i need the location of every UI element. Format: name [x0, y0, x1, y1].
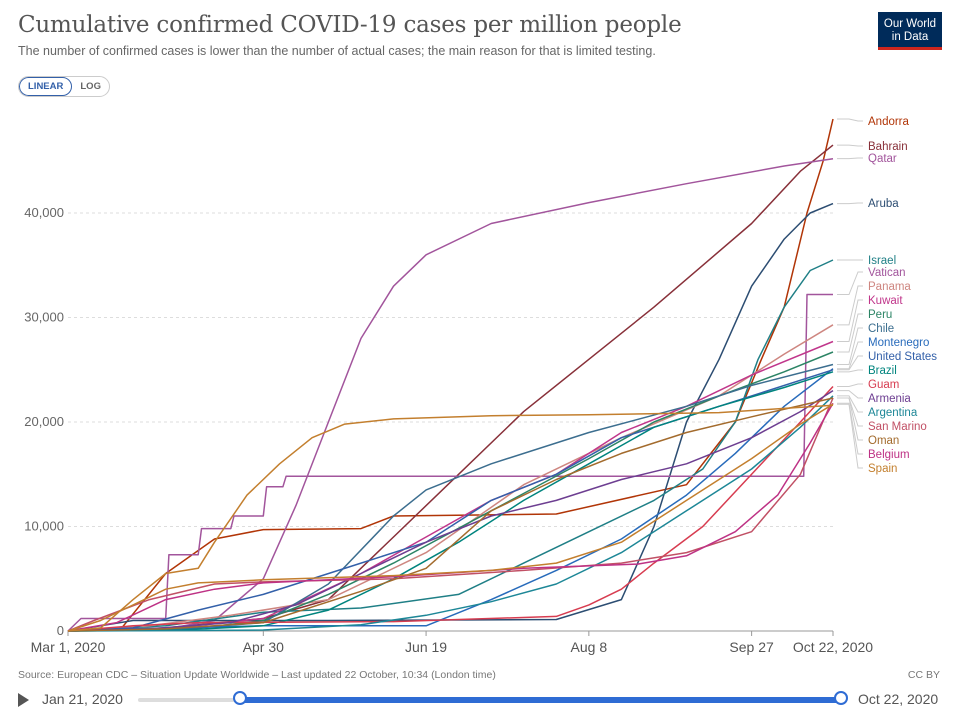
y-axis-ticks: 0 10,000 20,000 30,000 40,000 [24, 205, 64, 638]
logo-line-1: Our World [883, 18, 937, 30]
label-connector [837, 397, 863, 441]
linear-scale-button[interactable]: LINEAR [19, 77, 73, 96]
y-tick-label: 30,000 [24, 310, 64, 325]
timeline-end-label: Oct 22, 2020 [858, 691, 939, 707]
license-link[interactable]: CC BY [907, 669, 940, 681]
series-line-vatican[interactable] [67, 293, 833, 632]
series-line-kuwait[interactable] [67, 340, 834, 632]
series-label[interactable]: Belgium [868, 449, 910, 461]
scale-toggle: LINEAR LOG [18, 76, 110, 97]
label-connector [837, 402, 863, 455]
x-axis-ticks: Mar 1, 2020 Apr 30 Jun 19 Aug 8 Sep 27 Oct 22… [31, 631, 873, 655]
series-line-luxembourg[interactable] [67, 404, 834, 632]
series-line-bahrain[interactable] [67, 144, 834, 632]
y-tick-label: 0 [57, 623, 64, 638]
label-connector [837, 383, 863, 387]
label-connector [837, 271, 863, 296]
timeline-end-handle[interactable] [834, 691, 848, 705]
label-connector [837, 355, 863, 371]
series-label[interactable]: Spain [868, 463, 897, 475]
label-connector [837, 403, 863, 469]
x-tick-label: Mar 1, 2020 [31, 639, 106, 655]
series-label[interactable]: San Marino [868, 421, 927, 433]
label-connector [837, 118, 863, 122]
series-label[interactable]: Andorra [868, 116, 910, 128]
series-label[interactable]: Peru [868, 309, 892, 321]
series-label[interactable]: Guam [868, 379, 899, 391]
series-label[interactable]: Brazil [868, 365, 897, 377]
series-line-belgium[interactable] [67, 402, 834, 632]
x-tick-label: Oct 22, 2020 [793, 639, 873, 655]
series-label[interactable]: Israel [868, 255, 896, 267]
series-label[interactable]: Panama [868, 281, 911, 293]
series-line-armenia[interactable] [67, 389, 834, 632]
x-tick-label: Jun 19 [405, 639, 447, 655]
source-note: Source: European CDC – Situation Update … [18, 669, 496, 681]
series-line-aruba[interactable] [67, 202, 834, 632]
series-line-spain[interactable] [67, 403, 834, 632]
series-label[interactable]: Montenegro [868, 337, 929, 349]
x-tick-label: Apr 30 [243, 639, 284, 655]
series-label[interactable]: Bahrain [868, 141, 908, 153]
timeline-start-handle[interactable] [233, 691, 247, 705]
y-tick-label: 20,000 [24, 414, 64, 429]
label-connector [837, 341, 863, 370]
y-tick-label: 10,000 [24, 519, 64, 534]
label-connector [837, 285, 863, 326]
series-label[interactable]: United States [868, 351, 937, 363]
series-label[interactable]: Argentina [868, 407, 918, 419]
label-connector [837, 299, 863, 343]
label-connector [837, 313, 863, 353]
series-label[interactable]: Oman [868, 435, 899, 447]
line-chart[interactable]: 0 10,000 20,000 30,000 40,000 Mar 1, 2020 Apr… [0, 100, 954, 660]
series-line-brazil[interactable] [67, 371, 834, 632]
play-icon[interactable] [18, 693, 29, 707]
label-connector [837, 157, 863, 160]
series-line-argentina[interactable] [67, 395, 834, 632]
x-tick-label: Aug 8 [571, 639, 608, 655]
series-line-san-marino[interactable] [67, 397, 834, 632]
timeline-selected-range [240, 697, 841, 703]
series-label[interactable]: Kuwait [868, 295, 903, 307]
series-label[interactable]: Qatar [868, 153, 897, 165]
series-line-panama[interactable] [67, 324, 834, 632]
series-line-oman[interactable] [67, 397, 834, 632]
chart-title: Cumulative confirmed COVID-19 cases per … [18, 12, 682, 38]
timeline-start-label: Jan 21, 2020 [42, 691, 123, 707]
series-label[interactable]: Aruba [868, 198, 899, 210]
series-line-guam[interactable] [67, 385, 834, 632]
grid-lines [68, 212, 833, 632]
logo-line-2: in Data [891, 31, 929, 43]
series-label[interactable]: Chile [868, 323, 894, 335]
owid-logo[interactable]: Our World in Data [878, 12, 942, 50]
series-lines [67, 118, 834, 632]
log-scale-button[interactable]: LOG [80, 81, 101, 92]
series-line-andorra[interactable] [67, 118, 834, 632]
series-label[interactable]: Vatican [868, 267, 906, 279]
label-connector [837, 202, 863, 205]
timeline: Jan 21, 2020 Oct 22, 2020 [0, 688, 954, 716]
series-label[interactable]: Armenia [868, 393, 911, 405]
x-tick-label: Sep 27 [729, 639, 774, 655]
label-connector [837, 144, 863, 147]
series-line-peru[interactable] [67, 351, 834, 632]
y-tick-label: 40,000 [24, 205, 64, 220]
label-connector [837, 327, 863, 366]
series-line-qatar[interactable] [67, 157, 834, 632]
label-connector [837, 395, 863, 413]
chart-subtitle: The number of confirmed cases is lower t… [18, 44, 656, 58]
label-connector [837, 369, 863, 373]
label-connector [837, 390, 863, 399]
